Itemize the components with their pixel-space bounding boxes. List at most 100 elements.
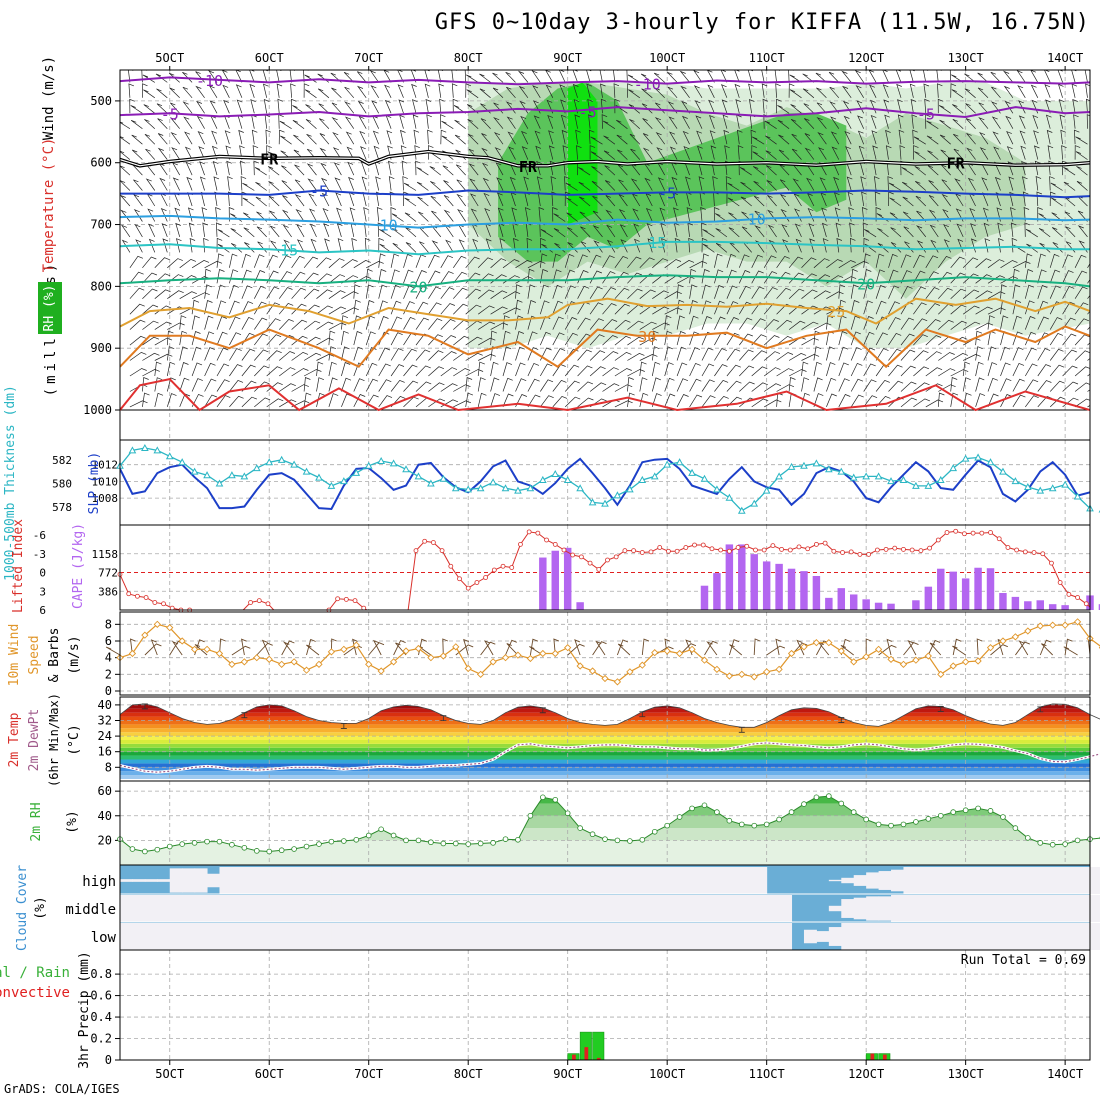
rh2m-point [839, 801, 844, 806]
wind10m-barb [642, 639, 649, 655]
cape-bar [887, 604, 894, 610]
cloud-clear-cell [257, 867, 270, 894]
cloud-clear-cell [319, 923, 332, 950]
cloud-clear-cell [655, 895, 668, 922]
temp-tick-label: 8 [105, 760, 112, 774]
cloud-clear-cell [1090, 923, 1100, 950]
lifted-index-point [562, 548, 566, 552]
cloud-clear-cell [829, 880, 842, 881]
cloud-clear-cell [680, 923, 693, 950]
lifted-index-point [1015, 548, 1019, 552]
isotherm-label: 10 [380, 217, 398, 235]
rh2m-point [428, 840, 433, 845]
wind-barb [814, 362, 822, 376]
rh2m-bands [120, 779, 1090, 865]
cape-bar [788, 569, 795, 610]
wind-barb [453, 401, 471, 407]
cape-axis-label: CAPE (J/kg) [71, 523, 86, 609]
pressure-tick-label: 800 [90, 279, 112, 293]
wind-barb [242, 349, 255, 360]
wind-barb [540, 396, 553, 407]
cloud-clear-cell [120, 879, 133, 882]
wind-barb [590, 351, 605, 361]
wind-barb [203, 223, 208, 237]
cloud-clear-cell [729, 867, 742, 894]
cloud-clear-cell [717, 867, 730, 894]
wind-barb [264, 100, 269, 114]
wind-barb [279, 319, 294, 329]
cloud-clear-cell [307, 923, 320, 950]
wind-barb [347, 132, 354, 144]
wind-barb [702, 396, 715, 407]
x-tick-label-bottom: 14OCT [1047, 1067, 1083, 1081]
rh-axis-label: RH (%) [42, 285, 57, 332]
temp-band [120, 709, 1090, 713]
rh2m-point [615, 838, 620, 843]
cloud-clear-cell [1015, 895, 1028, 922]
rh2m-axis-label: 2m RH [29, 802, 44, 841]
wind-barb [280, 136, 291, 144]
thickness-point [614, 492, 620, 498]
cloud-clear-cell [356, 923, 369, 950]
wind-barb [453, 320, 468, 329]
x-tick-label-bottom: 10OCT [649, 1067, 685, 1081]
cloud-clear-cell [207, 895, 220, 922]
cloud-clear-cell [530, 895, 543, 922]
temp2m-axis-label: 2m Temp [7, 712, 22, 767]
lifted-index-point [466, 586, 470, 590]
wind10m-point [241, 659, 247, 665]
wind-barb [386, 101, 392, 114]
cape-bar [862, 599, 869, 610]
cape-bar [937, 569, 944, 610]
wind-barb [681, 72, 690, 83]
cloud-clear-cell [182, 895, 195, 922]
wind-barb [385, 85, 391, 98]
cloud-clear-cell [456, 867, 469, 894]
wind10m-axis-label-2: Speed [27, 635, 42, 674]
lifted-index-point [1067, 592, 1071, 596]
cape-bar [738, 544, 745, 610]
wind-barb [391, 380, 405, 391]
rh2m-point [702, 803, 707, 808]
cloud-clear-cell [891, 870, 904, 892]
wind-barb [205, 269, 211, 283]
wind-barb [249, 69, 254, 82]
wind-barb [229, 254, 237, 268]
wind-barb [278, 99, 283, 113]
wind-barb [130, 320, 145, 329]
wind-barb [359, 117, 366, 129]
wind-barb [188, 193, 193, 206]
slp-frame [120, 440, 1090, 525]
wind-barb [976, 378, 985, 392]
cloud-clear-cell [605, 923, 618, 950]
cloud-clear-cell [406, 867, 419, 894]
wind-barb [652, 378, 661, 392]
wind-barb [417, 182, 428, 190]
rh2m-point [938, 813, 943, 818]
wind-barb [317, 378, 324, 392]
wind-barb [293, 135, 304, 144]
rh2m-band [120, 840, 1090, 865]
wind-barb [354, 300, 361, 314]
cloud-clear-cell [145, 923, 158, 950]
wind-barb [329, 323, 346, 330]
cloud-clear-cell [344, 923, 357, 950]
temp-band [120, 717, 1090, 721]
wind-barb [158, 134, 167, 145]
cloud-clear-cell [1003, 867, 1016, 894]
cloud-clear-cell [928, 923, 941, 950]
wind-barb [777, 393, 783, 407]
rh2m-point [864, 817, 869, 822]
wind-barb [134, 195, 142, 206]
wind-barb [257, 227, 267, 237]
wind-barb [478, 393, 486, 407]
wind10m-point [900, 661, 906, 667]
rh2m-point [155, 847, 160, 852]
rh2m-point [230, 842, 235, 847]
wind-barb [187, 178, 192, 191]
wind-barb [445, 225, 453, 237]
wind-barb [230, 214, 242, 222]
wind-barb [988, 378, 998, 391]
rh2m-point [528, 813, 533, 818]
wind-barb [202, 208, 207, 222]
